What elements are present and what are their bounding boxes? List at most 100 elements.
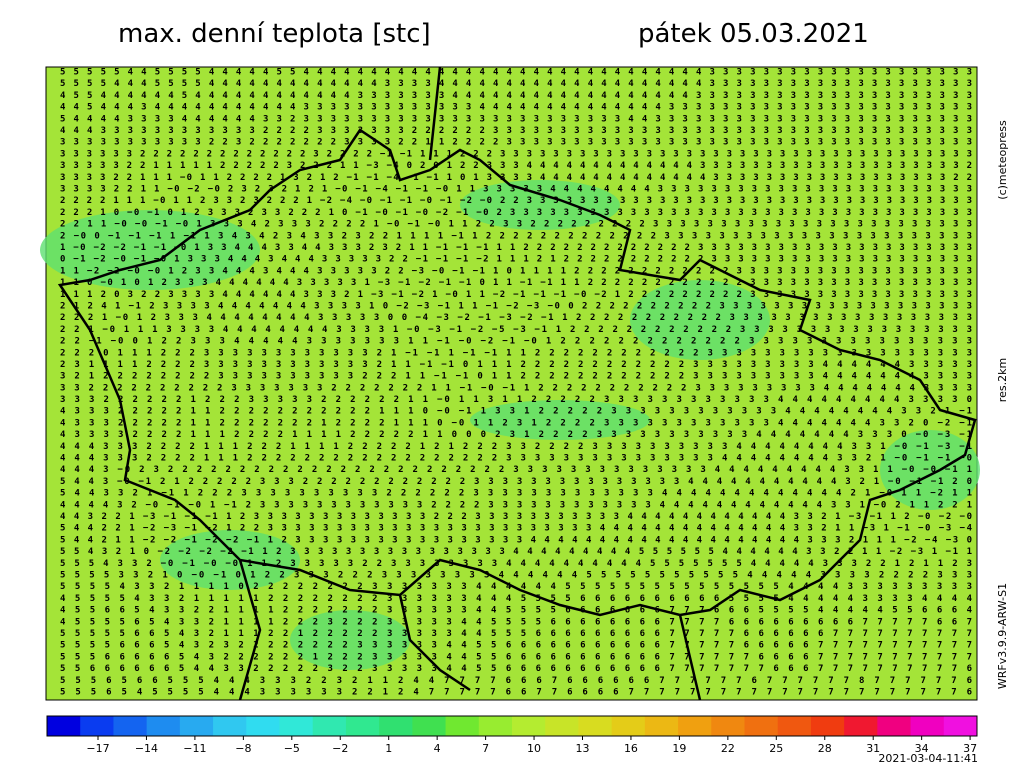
grid-row: 2 2 1 −0 1 1 1 3 3 3 3 4 4 4 4 4 4 4 4 3… [60, 325, 972, 335]
grid-row: 3 3 3 3 3 3 3 3 3 3 3 2 2 3 2 2 2 2 2 2 … [60, 138, 972, 148]
colorbar-label: 28 [818, 742, 832, 755]
map: 5 5 5 5 5 4 4 5 5 5 5 4 4 4 4 4 5 5 4 4 … [40, 66, 980, 701]
colorbar-cell [146, 716, 181, 736]
colorbar-label: 13 [576, 742, 590, 755]
resolution: res.2km [996, 358, 1009, 402]
grid-row: 3 3 3 3 3 2 2 1 1 1 1 1 2 2 2 2 2 3 2 2 … [60, 161, 972, 171]
grid-row: 3 3 3 3 3 3 2 2 2 2 2 2 2 2 2 2 2 2 2 3 … [60, 149, 972, 159]
grid-row: 4 4 4 3 3 3 2 2 2 2 1 1 1 2 2 2 2 2 2 2 … [60, 454, 972, 464]
grid-row: 5 5 5 5 5 4 4 5 5 5 5 4 4 4 4 4 5 5 4 4 … [60, 68, 972, 78]
grid-row: 2 2 1 1 −0 −0 −1 −0 1 3 3 3 4 2 3 3 3 2 … [60, 220, 972, 230]
colorbar-cell [80, 716, 114, 736]
grid-row: 5 4 4 3 3 2 1 −1 1 2 2 2 3 3 3 3 3 3 3 3… [60, 489, 972, 499]
grid-row: 2 2 2 1 0 −0 −1 0 1 2 3 3 3 2 3 3 2 2 2 … [60, 208, 972, 218]
copyright: (c)meteopress [996, 120, 1009, 200]
colorbar-label: 31 [866, 742, 880, 755]
grid-row: 5 5 5 5 3 3 2 1 0 −0 −1 0 1 2 2 3 3 3 2 … [60, 571, 972, 581]
grid-row: 4 5 5 5 5 4 3 3 2 1 1 1 1 1 2 2 2 2 2 2 … [60, 594, 973, 604]
colorbar-label: 4 [434, 742, 441, 755]
grid-row: 4 4 5 4 4 4 3 4 4 4 4 4 4 4 4 4 4 4 3 3 … [60, 103, 972, 113]
colorbar-label: 10 [527, 742, 541, 755]
colorbar-label: −14 [135, 742, 158, 755]
grid-row: 1 −0 −2 −2 −1 −1 −0 1 3 3 4 4 4 3 3 4 4 … [60, 243, 972, 253]
colorbar-cell [512, 716, 546, 736]
grid-row: 2 1 2 4 1 −1 2 3 3 3 3 4 4 4 4 4 4 4 3 3… [60, 301, 972, 311]
timestamp: 2021-03-04-11:41 [878, 752, 978, 765]
grid-row: 1 1 1 2 0 3 2 2 3 3 3 3 4 4 4 4 4 4 3 3 … [60, 290, 972, 300]
colorbar-cell [478, 716, 513, 736]
border [57, 66, 977, 701]
colorbar-cell [943, 716, 978, 736]
colorbar: −17 −14 −11 −8 −5 −2 1 4 7 10 13 16 19 22 25 28 31 34 37 [46, 715, 978, 755]
colorbar-cell [678, 716, 712, 736]
colorbar-label: 1 [385, 742, 392, 755]
colorbar-label: −11 [183, 742, 206, 755]
colorbar-label: 7 [482, 742, 489, 755]
grid-row: 5 5 5 5 6 6 6 5 4 3 2 3 2 2 2 2 2 2 2 2 … [60, 641, 972, 651]
grid-row: 4 4 4 3 3 3 3 3 3 3 3 3 3 3 3 2 2 2 2 3 … [60, 126, 972, 136]
grid-row: 0 −1 −2 −0 −1 −0 1 3 3 3 4 4 4 3 4 4 4 3… [60, 255, 972, 265]
grid-row: 4 5 5 4 4 4 4 4 4 5 4 4 4 4 4 4 4 4 4 4 … [60, 91, 972, 101]
grid-row: 3 3 3 3 2 2 1 1 1 −0 1 1 2 2 2 2 1 3 2 1… [60, 173, 972, 183]
date: pátek 05.03.2021 [638, 19, 869, 49]
grid-row: 3 3 3 2 2 2 2 2 2 1 2 2 2 3 3 3 3 3 2 2 … [60, 395, 972, 405]
number-grid: 5 5 5 5 5 4 4 5 5 5 5 4 4 4 4 4 5 5 4 4 … [60, 68, 973, 698]
grid-row: 4 4 3 2 2 1 −3 −1 −1 −1 1 2 3 3 3 3 3 3 … [60, 512, 972, 522]
grid-row: 5 4 4 3 −0 −1 2 1 2 2 2 2 2 3 3 3 2 2 2 … [60, 477, 972, 487]
grid-row: 5 5 5 5 4 4 4 5 5 5 5 4 4 4 4 4 4 4 4 4 … [60, 79, 972, 89]
colorbar-cell [578, 716, 613, 736]
grid-row: 5 4 4 2 1 1 −2 −2 −1 −2 −2 −1 1 2 3 3 3 … [60, 535, 972, 545]
colorbar-cell [910, 716, 945, 736]
grid-row: 5 5 5 6 5 4 5 5 5 5 4 4 4 3 3 3 3 3 3 2 … [60, 688, 972, 698]
colorbar-cell [412, 716, 447, 736]
colorbar-cell [312, 716, 347, 736]
grid-row: 1 1 −2 −2 −0 −0 1 2 3 3 4 4 4 3 4 4 4 3 … [60, 266, 972, 276]
grid-row: 2 2 −1 −0 0 1 2 2 3 3 3 4 4 4 4 4 3 3 3 … [60, 337, 972, 347]
colorbar-label: 16 [624, 742, 638, 755]
grid-row: 3 2 1 2 2 2 2 2 2 2 2 3 3 3 3 3 3 3 3 3 … [60, 372, 972, 382]
colorbar-cell [777, 716, 812, 736]
grid-row: 2 2 2 0 1 1 1 2 2 2 3 3 3 3 3 3 3 3 3 3 … [60, 348, 972, 358]
colorbar-cell [545, 716, 579, 736]
colorbar-cell [345, 716, 380, 736]
grid-row: 5 5 5 6 6 6 6 6 5 4 3 2 2 2 2 2 2 1 2 2 … [60, 652, 972, 662]
colorbar-cell [844, 716, 878, 736]
grid-row: 3 3 2 2 2 2 2 2 2 2 2 2 3 3 3 3 3 3 3 2 … [60, 383, 972, 393]
colorbar-label: −5 [284, 742, 300, 755]
grid-row: 5 5 4 3 2 1 0 −2 −2 −2 −2 −1 1 2 3 3 3 3… [60, 547, 972, 557]
grid-row: 4 4 4 3 3 3 2 2 2 2 1 1 1 2 2 2 1 1 1 1 … [60, 442, 972, 452]
colorbar-label: 25 [769, 742, 783, 755]
grid-row: 5 5 5 4 3 3 2 −0 −1 −0 −0 1 1 2 3 3 3 3 … [60, 559, 972, 569]
grid-row: 2 −0 0 −1 −1 −1 1 −1 1 3 4 3 4 2 3 4 3 3… [60, 231, 972, 241]
map-field [45, 66, 978, 701]
colorbar-cell [213, 716, 247, 736]
colorbar-label: −2 [332, 742, 348, 755]
title: max. denní teplota [stc] [118, 19, 431, 49]
colorbar-cell [611, 716, 646, 736]
grid-row: 2 2 2 2 1 1 1 −0 1 1 2 3 3 2 3 2 2 2 1 −… [60, 196, 972, 206]
grid-row: 2 3 1 1 1 1 2 2 2 2 3 3 3 3 3 3 3 3 3 3 … [60, 360, 972, 370]
grid-row: 4 4 4 3 −0 2 3 2 2 2 2 2 2 2 2 2 2 2 2 2… [60, 465, 972, 475]
grid-row: 4 3 3 3 3 2 2 2 2 1 1 1 2 2 2 2 1 1 1 1 … [60, 430, 972, 440]
colorbar-label: −17 [86, 742, 109, 755]
cold-areas [40, 180, 980, 670]
grid-row: 4 3 3 3 2 2 2 2 2 1 1 2 2 2 2 2 2 2 1 2 … [60, 418, 972, 428]
colorbar-cell [379, 716, 413, 736]
grid-row: 5 4 4 4 4 3 3 3 3 4 4 4 4 4 4 3 3 2 3 3 … [60, 114, 972, 124]
grid-row: 4 4 4 4 3 2 −0 −1 −0 1 −1 2 3 3 3 3 3 3 … [60, 500, 972, 510]
colorbar-frame [46, 715, 978, 737]
colorbar-label: 34 [915, 742, 929, 755]
colorbar-cell [246, 716, 280, 736]
colorbar-cell [744, 716, 779, 736]
grid-row: 1 1 0 −0 1 0 1 2 3 3 3 4 4 4 4 4 4 3 3 3… [60, 278, 972, 288]
colorbar-cell [279, 716, 314, 736]
colorbar-cell [877, 716, 912, 736]
colorbar-label: 37 [963, 742, 977, 755]
colorbar-cell [113, 716, 148, 736]
grid-row: 2 2 2 1 −0 1 2 3 3 3 4 4 4 4 4 4 4 4 3 3… [60, 313, 972, 323]
colorbar-cell [47, 716, 81, 736]
grid-row: 3 3 3 3 2 2 1 1 −0 −2 −0 2 3 2 3 2 1 2 1… [60, 184, 972, 194]
colorbar-label: −8 [235, 742, 251, 755]
colorbar-label: 19 [672, 742, 686, 755]
